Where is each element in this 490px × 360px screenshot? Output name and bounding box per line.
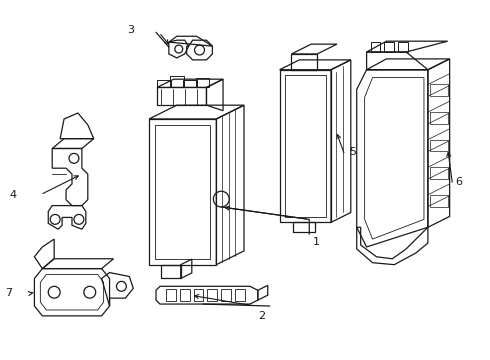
Bar <box>285 75 326 217</box>
Text: 1: 1 <box>313 237 320 247</box>
Bar <box>430 112 448 124</box>
Bar <box>207 289 218 301</box>
Bar <box>430 140 448 152</box>
Text: 5: 5 <box>349 148 356 157</box>
Bar <box>221 289 231 301</box>
Text: 4: 4 <box>9 190 17 200</box>
Text: 2: 2 <box>258 311 265 321</box>
Bar <box>430 195 448 207</box>
Bar <box>194 289 203 301</box>
Bar <box>155 125 210 259</box>
Text: 6: 6 <box>456 177 463 187</box>
Text: 3: 3 <box>127 25 134 35</box>
Bar <box>235 289 245 301</box>
Bar <box>149 119 216 265</box>
Bar <box>280 70 331 222</box>
Text: 7: 7 <box>5 288 13 298</box>
Bar <box>180 289 190 301</box>
Bar <box>430 167 448 179</box>
Bar <box>430 85 448 96</box>
Bar <box>166 289 176 301</box>
